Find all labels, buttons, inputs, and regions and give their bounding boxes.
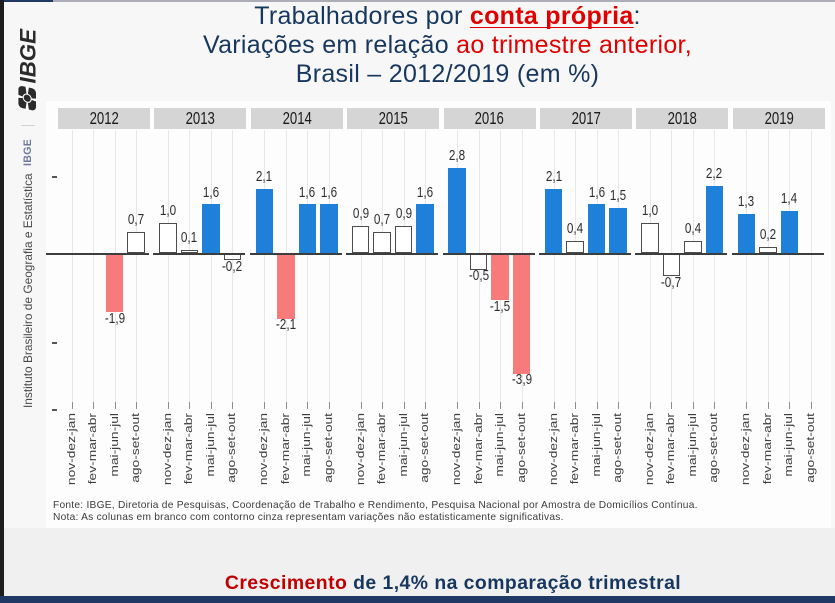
svg-text:IBGE: IBGE [17, 28, 38, 84]
